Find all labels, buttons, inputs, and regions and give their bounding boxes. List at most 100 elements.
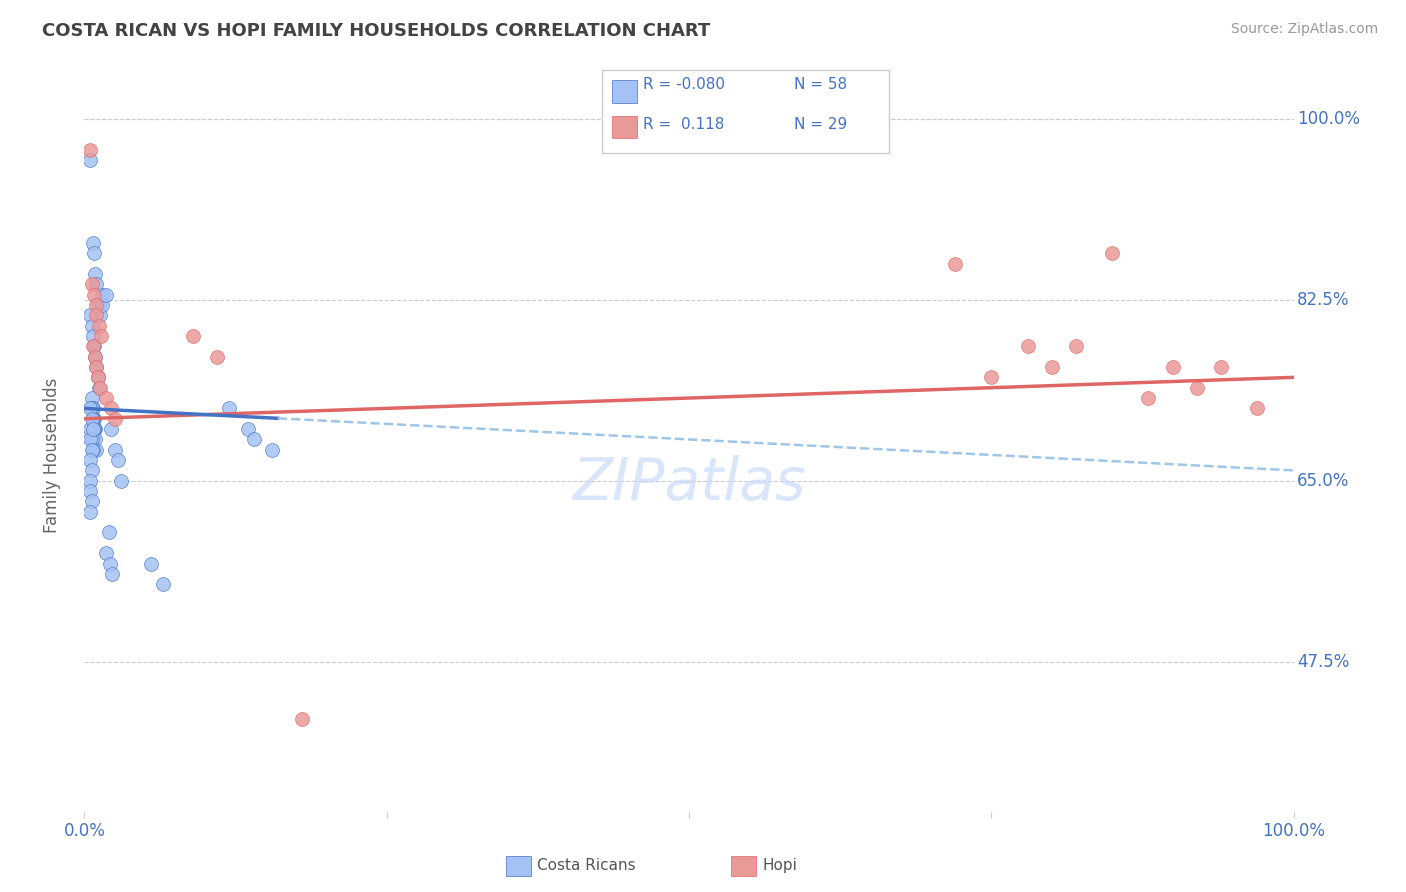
Point xyxy=(1040,359,1063,374)
Point xyxy=(86,308,108,322)
Point xyxy=(100,401,122,416)
Point xyxy=(80,442,103,457)
Point xyxy=(79,422,101,436)
Point xyxy=(104,442,127,457)
Point xyxy=(82,442,104,457)
Point xyxy=(1064,339,1087,353)
Point xyxy=(86,298,108,312)
Text: ZIPatlas: ZIPatlas xyxy=(572,455,806,512)
Point xyxy=(98,557,121,571)
Point xyxy=(79,308,101,322)
Point xyxy=(1137,391,1160,405)
Point xyxy=(94,391,117,405)
Point xyxy=(79,433,101,447)
Point xyxy=(242,433,264,447)
Point xyxy=(91,287,114,301)
Point xyxy=(86,370,108,384)
Point xyxy=(80,463,103,477)
Text: 82.5%: 82.5% xyxy=(1298,291,1350,309)
Point xyxy=(1017,339,1039,353)
Point xyxy=(90,329,112,343)
Point xyxy=(84,350,107,364)
Point xyxy=(80,401,103,416)
Point xyxy=(236,422,259,436)
Point xyxy=(260,442,283,457)
Point xyxy=(83,339,105,353)
Point xyxy=(79,484,101,499)
Point xyxy=(101,566,124,581)
Point xyxy=(89,308,111,322)
Point xyxy=(1101,246,1123,260)
Point xyxy=(207,350,229,364)
Text: Costa Ricans: Costa Ricans xyxy=(537,858,636,872)
Point xyxy=(80,494,103,508)
Point xyxy=(1246,401,1268,416)
Point xyxy=(79,153,101,168)
Point xyxy=(107,453,129,467)
Point xyxy=(80,433,103,447)
Point xyxy=(943,257,966,271)
Point xyxy=(82,422,104,436)
Point xyxy=(82,411,104,425)
Text: N = 58: N = 58 xyxy=(794,78,848,92)
Point xyxy=(83,287,105,301)
Point xyxy=(86,442,108,457)
Point xyxy=(218,401,240,416)
Point xyxy=(84,422,107,436)
Point xyxy=(1161,359,1184,374)
Point xyxy=(89,381,111,395)
Point xyxy=(86,359,108,374)
Point xyxy=(79,453,101,467)
Point xyxy=(82,339,104,353)
Point xyxy=(79,505,101,519)
Point xyxy=(87,381,110,395)
Point xyxy=(80,277,103,292)
Point xyxy=(181,329,204,343)
Point xyxy=(83,246,105,260)
Text: 100.0%: 100.0% xyxy=(1298,110,1360,128)
Point xyxy=(91,298,114,312)
Point xyxy=(94,546,117,560)
Point xyxy=(1185,381,1208,395)
Point xyxy=(83,411,105,425)
Point xyxy=(110,474,132,488)
Point xyxy=(79,474,101,488)
Text: Source: ZipAtlas.com: Source: ZipAtlas.com xyxy=(1230,22,1378,37)
Point xyxy=(80,411,103,425)
Point xyxy=(86,359,108,374)
Point xyxy=(82,401,104,416)
Point xyxy=(82,411,104,425)
Point xyxy=(80,391,103,405)
Point xyxy=(80,318,103,333)
Point xyxy=(94,287,117,301)
Point xyxy=(152,577,174,591)
Text: R = -0.080: R = -0.080 xyxy=(643,78,724,92)
Point xyxy=(86,277,108,292)
Point xyxy=(87,318,110,333)
Point xyxy=(83,422,105,436)
Point xyxy=(97,525,120,540)
Point xyxy=(84,433,107,447)
Text: R =  0.118: R = 0.118 xyxy=(643,118,724,132)
Point xyxy=(79,143,101,157)
Y-axis label: Family Households: Family Households xyxy=(42,377,60,533)
Point xyxy=(84,350,107,364)
Text: COSTA RICAN VS HOPI FAMILY HOUSEHOLDS CORRELATION CHART: COSTA RICAN VS HOPI FAMILY HOUSEHOLDS CO… xyxy=(42,22,710,40)
Point xyxy=(1209,359,1232,374)
Point xyxy=(82,329,104,343)
Point xyxy=(291,712,314,726)
Point xyxy=(980,370,1002,384)
Point xyxy=(84,267,107,281)
Point xyxy=(86,370,108,384)
Point xyxy=(82,235,104,250)
Point xyxy=(104,411,127,425)
Point xyxy=(139,557,162,571)
Point xyxy=(100,422,122,436)
Text: Hopi: Hopi xyxy=(762,858,797,872)
Point xyxy=(80,433,103,447)
Point xyxy=(79,401,101,416)
Text: 65.0%: 65.0% xyxy=(1298,472,1350,490)
Point xyxy=(87,298,110,312)
Point xyxy=(83,422,105,436)
Text: N = 29: N = 29 xyxy=(794,118,848,132)
